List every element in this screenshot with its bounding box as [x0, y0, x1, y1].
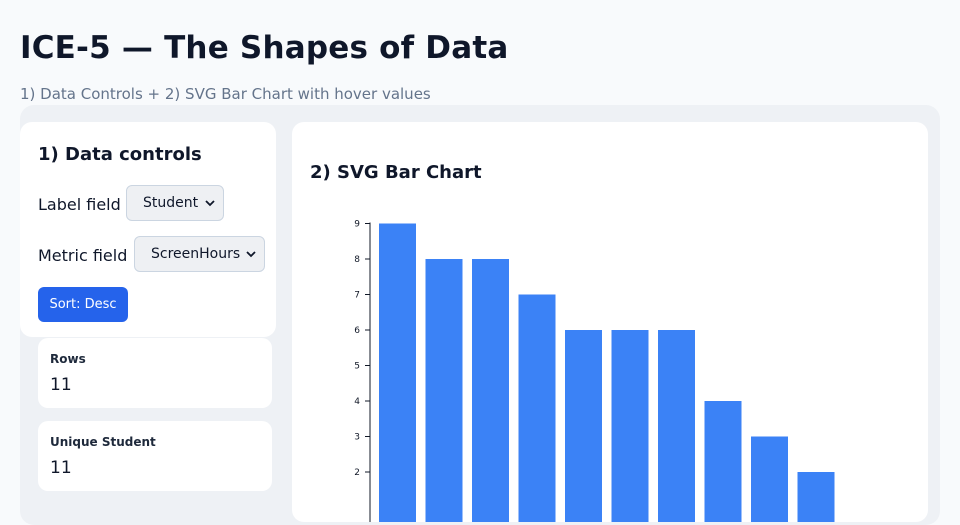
- y-tick-label: 3: [354, 433, 360, 443]
- y-tick-label: 5: [354, 362, 360, 372]
- y-tick-label: 2: [354, 468, 360, 478]
- bar-chart: 2 3 4 5 6 7 8 9: [354, 220, 835, 523]
- bar[interactable]: [379, 223, 416, 523]
- bar[interactable]: [797, 472, 835, 522]
- metric-field-value: ScreenHours: [151, 246, 241, 262]
- controls-title: 1) Data controls: [38, 144, 202, 165]
- y-tick-label: 7: [354, 291, 360, 301]
- y-tick-label: 9: [354, 220, 360, 230]
- stat-value: 11: [50, 375, 72, 395]
- bar[interactable]: [472, 259, 509, 522]
- metric-field-select[interactable]: ScreenHours: [134, 236, 265, 272]
- data-controls-panel: 1) Data controls Label field Student Met…: [20, 122, 276, 337]
- bar[interactable]: [425, 259, 463, 522]
- sort-button[interactable]: Sort: Desc: [38, 287, 128, 322]
- chart-title: 2) SVG Bar Chart: [310, 162, 482, 183]
- stat-value: 11: [50, 458, 72, 478]
- stat-label: Unique Student: [50, 435, 156, 449]
- y-tick-label: 6: [354, 326, 360, 336]
- y-tick-label: 4: [354, 397, 360, 407]
- bar[interactable]: [658, 330, 695, 522]
- bar[interactable]: [565, 330, 602, 522]
- label-field-value: Student: [143, 195, 199, 211]
- page-subtitle: 1) Data Controls + 2) SVG Bar Chart with…: [20, 85, 431, 103]
- chevron-down-icon: [246, 251, 256, 258]
- bar[interactable]: [518, 294, 556, 523]
- stat-label: Rows: [50, 352, 86, 366]
- label-field-select[interactable]: Student: [126, 185, 224, 221]
- chevron-down-icon: [205, 200, 215, 207]
- bar[interactable]: [704, 401, 742, 522]
- y-tick-label: 8: [354, 255, 360, 265]
- chart-card: 2) SVG Bar Chart 2 3 4 5 6 7 8 9: [292, 122, 928, 522]
- metric-field-label: Metric field: [38, 246, 128, 265]
- stat-card-unique: Unique Student 11: [38, 421, 272, 491]
- page-title: ICE-5 — The Shapes of Data: [20, 30, 509, 66]
- label-field-label: Label field: [38, 195, 121, 214]
- stat-card-rows: Rows 11: [38, 338, 272, 408]
- bar[interactable]: [751, 436, 788, 523]
- bar[interactable]: [611, 330, 649, 522]
